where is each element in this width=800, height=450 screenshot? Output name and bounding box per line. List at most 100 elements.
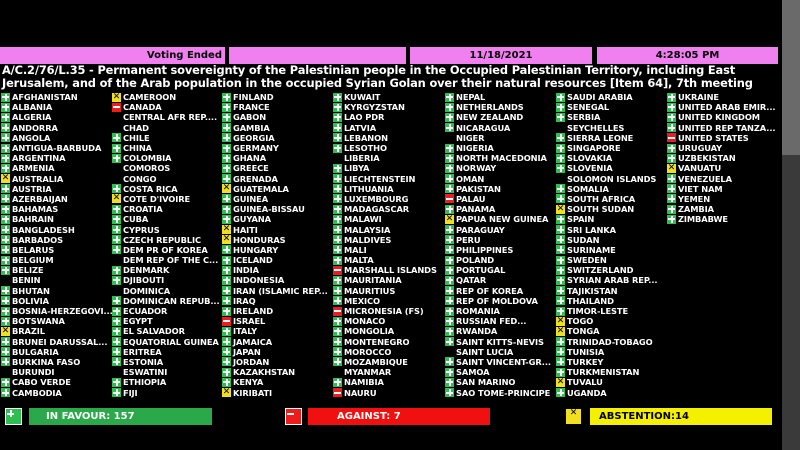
no-vote-icon <box>112 113 121 122</box>
country-row: UNITED ARAB EMIR... <box>667 102 776 112</box>
country-name: IRELAND <box>233 306 273 317</box>
country-name: QATAR <box>456 275 487 286</box>
country-name: LIBERIA <box>344 153 380 164</box>
plus-icon <box>667 174 676 184</box>
country-name: OMAN <box>456 173 485 184</box>
plus-icon <box>333 133 342 143</box>
plus-icon <box>445 265 454 275</box>
plus-icon <box>445 112 454 122</box>
plus-icon <box>556 367 565 377</box>
country-row: ESWATINI <box>112 367 220 377</box>
plus-icon <box>556 184 565 194</box>
plus-icon <box>556 245 565 255</box>
country-row: DEM REP OF THE C... <box>112 255 220 265</box>
country-name: BELGIUM <box>12 255 54 266</box>
country-row: PHILIPPINES <box>445 245 551 255</box>
plus-icon <box>333 174 342 184</box>
country-row: BRUNEI DARUSSAL... <box>1 337 113 347</box>
country-name: TONGA <box>567 326 600 337</box>
plus-icon <box>112 265 121 275</box>
plus-icon <box>445 204 454 214</box>
no-vote-icon <box>112 256 121 265</box>
country-name: BHUTAN <box>12 285 50 296</box>
country-row: SRI LANKA <box>556 224 657 235</box>
country-name: SWITZERLAND <box>567 265 634 276</box>
plus-icon <box>556 214 565 224</box>
country-name: CROATIA <box>123 204 163 215</box>
scrollbar[interactable] <box>782 0 800 450</box>
country-name: SOUTH AFRICA <box>567 193 636 204</box>
plus-icon <box>1 377 10 387</box>
plus-icon <box>222 214 231 224</box>
country-row: COTE D'IVOIRE <box>112 194 220 204</box>
plus-icon <box>222 275 231 285</box>
country-row: LEBANON <box>333 133 437 143</box>
country-row: UNITED STATES <box>667 133 775 143</box>
plus-icon <box>445 92 454 102</box>
country-row: SAINT KITTS-NEVIS <box>445 337 551 347</box>
country-name: NAURU <box>344 387 377 398</box>
country-name: ZIMBABWE <box>678 214 728 225</box>
plus-icon <box>667 204 676 214</box>
country-row: PARAGUAY <box>445 224 551 235</box>
country-name: DJIBOUTI <box>123 275 165 286</box>
plus-icon <box>222 377 231 387</box>
plus-icon <box>222 194 231 204</box>
country-row: DENMARK <box>112 265 220 275</box>
plus-icon <box>1 265 10 275</box>
plus-icon <box>1 316 10 326</box>
plus-icon <box>556 163 565 173</box>
country-row: COLOMBIA <box>112 153 220 163</box>
plus-icon <box>556 194 565 204</box>
country-row: SWITZERLAND <box>556 265 657 275</box>
no-vote-icon <box>112 123 121 132</box>
country-name: TUVALU <box>567 377 603 388</box>
country-name: LAO PDR <box>344 112 385 123</box>
country-row: CROATIA <box>112 204 220 214</box>
country-row: FRANCE <box>222 102 328 112</box>
country-name: ERITREA <box>123 346 162 357</box>
plus-icon <box>112 306 121 316</box>
country-row: GAMBIA <box>222 123 328 133</box>
country-name: REP OF KOREA <box>456 285 524 296</box>
country-name: CHINA <box>123 143 152 154</box>
country-row: SOUTH AFRICA <box>556 194 657 204</box>
country-row: MALI <box>333 245 437 255</box>
voting-status: Voting Ended <box>0 47 225 64</box>
country-row: CUBA <box>112 214 220 224</box>
country-name: MYANMAR <box>344 367 392 378</box>
country-column: NEPAL NETHERLANDS NEW ZEALAND NICARAGUA NIGE… <box>445 92 551 398</box>
country-row: MONTENEGRO <box>333 337 437 347</box>
country-row: ALGERIA <box>1 112 113 122</box>
plus-icon <box>222 367 231 377</box>
country-row: RWANDA <box>445 326 551 336</box>
country-row: THAILAND <box>556 296 657 306</box>
plus-icon <box>333 92 342 102</box>
country-row: CHILE <box>112 133 220 143</box>
country-row: SINGAPORE <box>556 143 657 153</box>
country-row: UNITED REP TANZA... <box>667 123 776 133</box>
country-name: BANGLADESH <box>12 224 75 235</box>
country-name: MALAYSIA <box>344 224 391 235</box>
country-row: ARMENIA <box>1 163 113 173</box>
country-name: SAN MARINO <box>456 377 516 388</box>
plus-icon <box>333 347 342 357</box>
country-row: MARSHALL ISLANDS <box>333 265 437 275</box>
country-row: PORTUGAL <box>445 265 551 275</box>
plus-icon <box>667 92 676 102</box>
country-name: ARMENIA <box>12 163 55 174</box>
country-name: UZBEKISTAN <box>678 153 736 164</box>
resolution-title-line-1: A/C.2/76/L.35 - Permanent sovereignty of… <box>2 63 736 77</box>
country-name: SURINAME <box>567 244 616 255</box>
plus-icon <box>1 214 10 224</box>
plus-icon <box>1 133 10 143</box>
plus-icon <box>1 296 10 306</box>
x-icon <box>222 184 231 194</box>
country-row: GEORGIA <box>222 133 328 143</box>
country-row: KENYA <box>222 377 328 387</box>
minus-icon <box>112 102 121 112</box>
scrollbar-thumb[interactable] <box>782 0 800 155</box>
country-name: SAUDI ARABIA <box>567 92 633 103</box>
country-name: ALGERIA <box>12 112 52 123</box>
country-name: BRAZIL <box>12 326 45 337</box>
